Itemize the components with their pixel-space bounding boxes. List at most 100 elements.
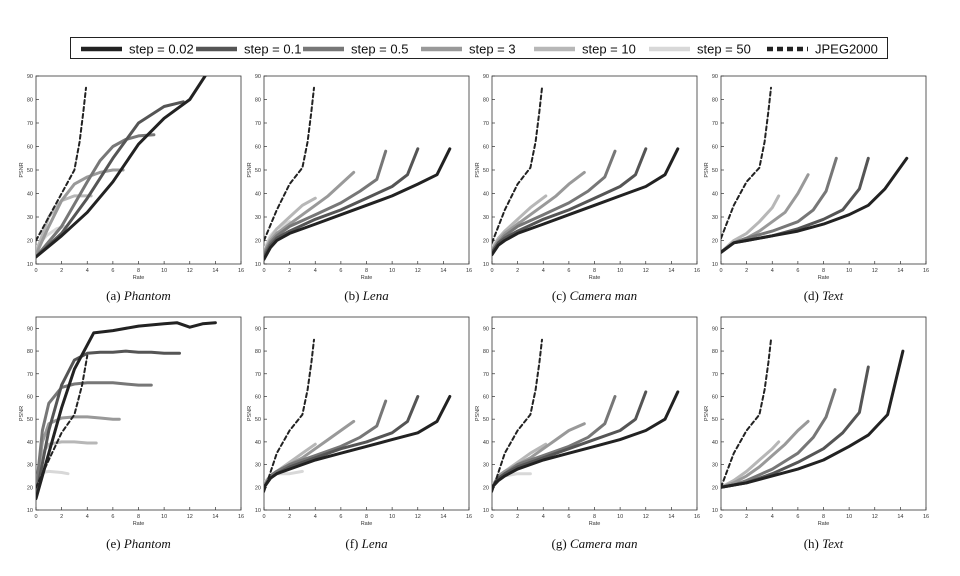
series-line [721, 86, 772, 240]
panel-caption: (f) Lena [267, 536, 467, 552]
x-tick-label: 0 [262, 268, 265, 274]
panel-caption: (c) Camera man [495, 288, 695, 304]
series-line [492, 147, 648, 254]
caption-name: Camera man [569, 536, 638, 551]
series-line [36, 100, 185, 259]
x-tick-label: 10 [617, 514, 623, 520]
y-tick-label: 40 [27, 192, 33, 198]
y-tick-label: 90 [483, 326, 489, 332]
series-line [492, 390, 680, 489]
caption-prefix: (b) [344, 288, 360, 303]
series-line [721, 349, 905, 489]
x-tick-label: 4 [314, 514, 317, 520]
series-line [36, 168, 125, 257]
y-tick-label: 80 [27, 349, 33, 355]
y-tick-label: 20 [483, 239, 489, 245]
panel-caption: (e) Phantom [39, 536, 239, 552]
x-tick-label: 6 [796, 514, 799, 520]
x-tick-label: 10 [617, 268, 623, 274]
y-tick-label: 30 [27, 463, 33, 469]
x-tick-label: 6 [111, 514, 114, 520]
y-tick-label: 40 [712, 440, 718, 446]
series-line [36, 354, 89, 489]
panel-caption: (d) Text [724, 288, 924, 304]
y-tick-label: 10 [255, 262, 261, 268]
x-tick-label: 12 [415, 268, 421, 274]
x-tick-label: 10 [161, 514, 167, 520]
x-tick-label: 16 [923, 268, 929, 274]
x-tick-label: 12 [643, 268, 649, 274]
x-tick-label: 2 [60, 514, 63, 520]
y-tick-label: 80 [255, 349, 261, 355]
y-tick-label: 20 [712, 485, 718, 491]
legend-entry: step = 50 [649, 42, 751, 57]
series-line [492, 147, 680, 257]
y-tick-label: 30 [483, 463, 489, 469]
caption-name: Phantom [123, 536, 171, 551]
y-tick-label: 20 [255, 239, 261, 245]
y-axis-label: PSNR [247, 162, 253, 177]
plot-area [491, 75, 698, 265]
y-tick-label: 60 [27, 145, 33, 151]
y-tick-label: 80 [483, 349, 489, 355]
series-line [721, 156, 909, 254]
y-tick-label: 50 [255, 168, 261, 174]
y-tick-label: 70 [483, 372, 489, 378]
x-axis-label: Rate [133, 521, 145, 527]
plot-area [35, 75, 242, 265]
x-tick-label: 8 [593, 268, 596, 274]
x-tick-label: 6 [796, 268, 799, 274]
x-tick-label: 16 [466, 268, 472, 274]
x-tick-label: 16 [694, 268, 700, 274]
y-tick-label: 80 [712, 349, 718, 355]
y-tick-label: 10 [483, 262, 489, 268]
caption-name: Lena [361, 536, 388, 551]
y-tick-label: 60 [483, 145, 489, 151]
x-tick-label: 12 [187, 268, 193, 274]
x-tick-label: 10 [389, 514, 395, 520]
x-tick-label: 16 [694, 514, 700, 520]
x-tick-label: 0 [719, 268, 722, 274]
plot-area [491, 316, 698, 511]
series-line [492, 338, 543, 493]
y-tick-label: 40 [483, 192, 489, 198]
x-tick-label: 8 [137, 268, 140, 274]
y-tick-label: 80 [27, 98, 33, 104]
caption-prefix: (e) [106, 536, 121, 551]
x-tick-label: 10 [161, 268, 167, 274]
legend-entry: step = 0.5 [303, 42, 408, 57]
y-tick-label: 30 [712, 463, 718, 469]
series-line [36, 76, 207, 259]
caption-name: Text [822, 288, 844, 303]
series-line [264, 338, 315, 493]
x-tick-label: 2 [745, 514, 748, 520]
legend-label: step = 10 [582, 42, 636, 57]
series-line [721, 338, 772, 489]
series-line [264, 147, 452, 261]
y-tick-label: 30 [712, 215, 718, 221]
y-tick-label: 70 [483, 121, 489, 127]
y-tick-label: 50 [712, 168, 718, 174]
y-tick-label: 90 [712, 74, 718, 80]
x-tick-label: 8 [822, 514, 825, 520]
x-tick-label: 2 [516, 514, 519, 520]
x-tick-label: 14 [897, 514, 903, 520]
x-axis-label: Rate [818, 275, 830, 281]
y-tick-label: 10 [255, 508, 261, 514]
caption-name: Lena [362, 288, 389, 303]
x-tick-label: 0 [34, 268, 37, 274]
legend-label: step = 3 [469, 42, 516, 57]
y-tick-label: 90 [255, 74, 261, 80]
plot-area [263, 316, 470, 511]
x-tick-label: 4 [542, 514, 545, 520]
x-tick-label: 16 [466, 514, 472, 520]
y-tick-label: 20 [27, 485, 33, 491]
x-tick-label: 0 [719, 514, 722, 520]
y-tick-label: 60 [27, 394, 33, 400]
x-tick-label: 4 [86, 514, 89, 520]
y-tick-label: 30 [255, 463, 261, 469]
y-tick-label: 20 [255, 485, 261, 491]
x-tick-label: 14 [440, 514, 446, 520]
y-tick-label: 70 [255, 121, 261, 127]
series-line [264, 170, 356, 254]
